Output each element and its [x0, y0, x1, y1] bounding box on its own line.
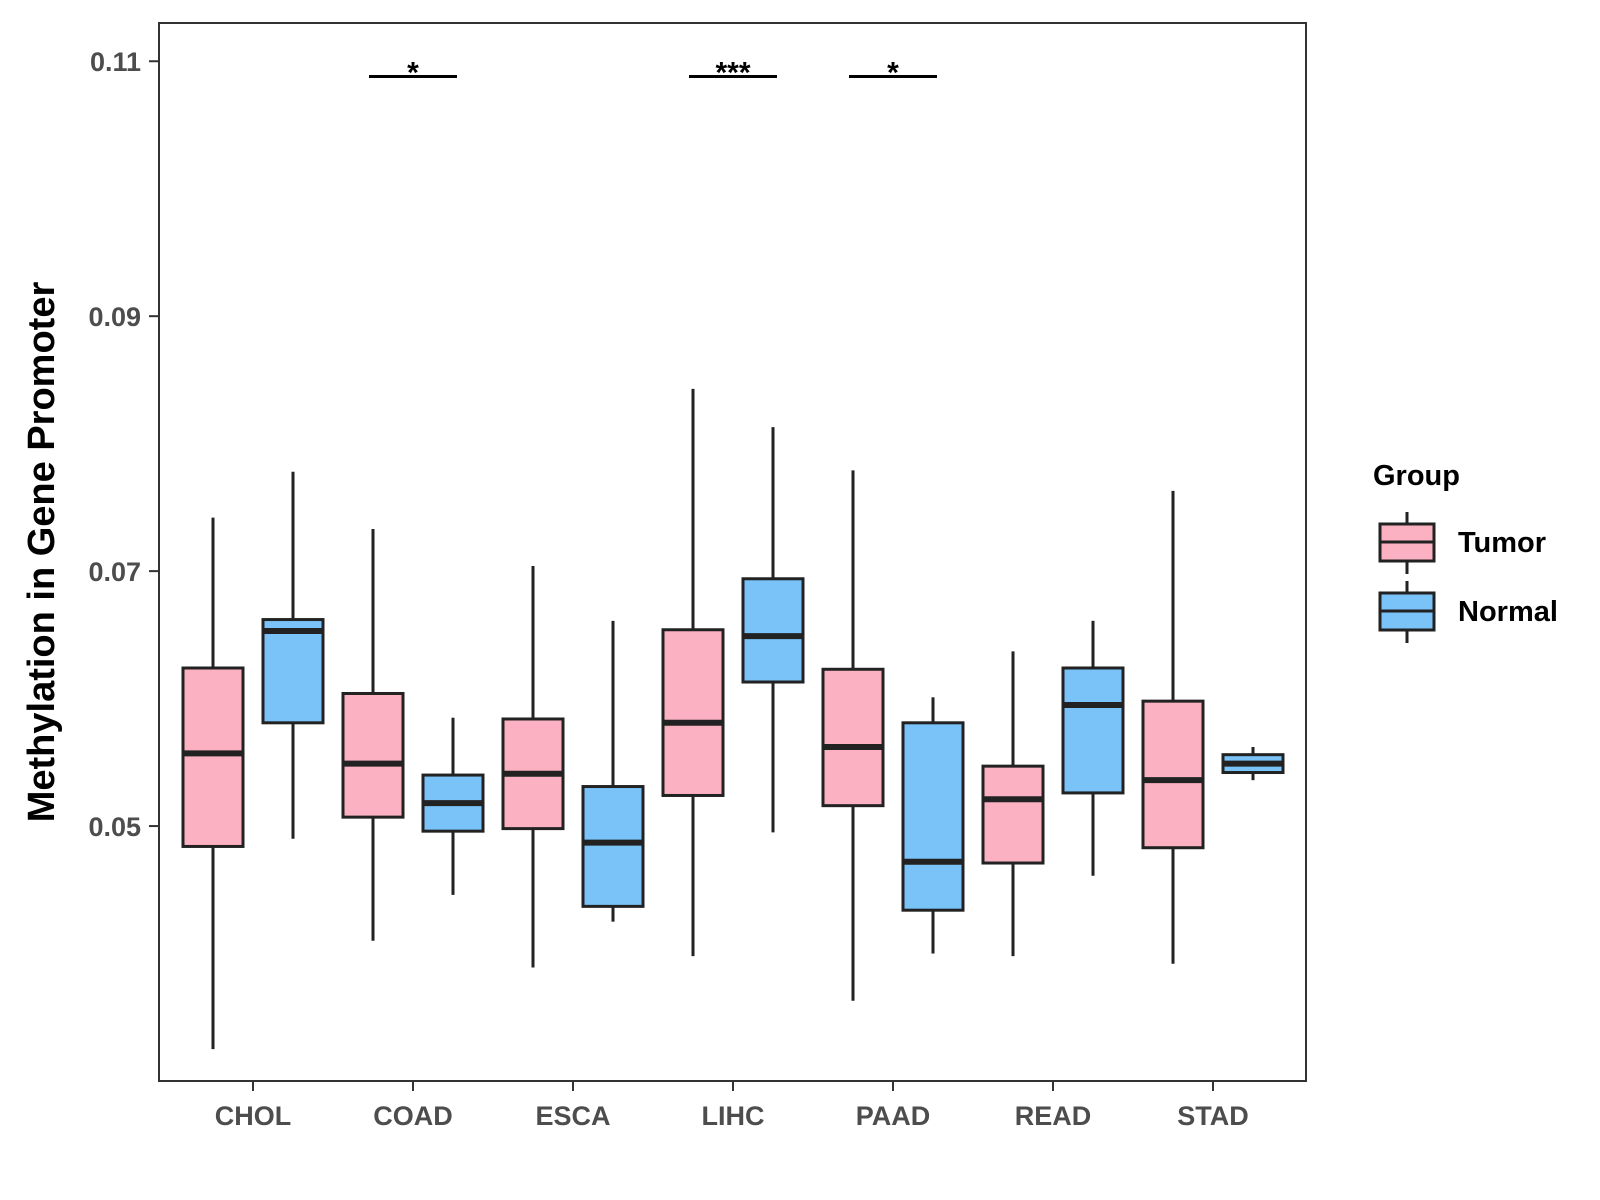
box-tumor-esca: [501, 566, 565, 968]
x-tick-label-chol: CHOL: [215, 1101, 292, 1131]
iqr-box: [661, 628, 725, 797]
significance-lihc: ***: [689, 57, 777, 90]
iqr-box: [1061, 666, 1125, 795]
y-axis-title: Methylation in Gene Promoter: [21, 282, 63, 823]
iqr-box: [821, 667, 885, 808]
legend-label-tumor: Tumor: [1458, 527, 1546, 559]
x-tick-label-read: READ: [1015, 1101, 1092, 1131]
box-tumor-chol: [181, 517, 245, 1050]
y-tick-label: 0.07: [88, 557, 141, 587]
box-normal-paad: [901, 697, 965, 954]
box-normal-esca: [581, 620, 645, 922]
legend-title: Group: [1373, 460, 1460, 492]
box-tumor-paad: [821, 470, 885, 1001]
significance-paad: *: [849, 57, 937, 90]
y-axis: 0.05 0.07 0.09 0.11: [88, 47, 159, 842]
significance-annotations: * *** *: [369, 57, 937, 90]
iqr-box: [261, 618, 325, 725]
significance-label: *: [407, 57, 419, 90]
boxes-layer: [181, 388, 1285, 1050]
legend-label-normal: Normal: [1458, 596, 1558, 628]
box-tumor-read: [981, 651, 1045, 957]
plot-panel: [158, 22, 1307, 1082]
box-tumor-lihc: [661, 388, 725, 957]
iqr-box: [341, 691, 405, 819]
x-axis: CHOL COAD ESCA LIHC PAAD READ STAD: [215, 1081, 1249, 1131]
y-tick-label: 0.09: [88, 302, 141, 332]
iqr-box: [981, 764, 1045, 865]
box-normal-coad: [421, 717, 485, 895]
legend-item-normal: Normal: [1378, 581, 1558, 643]
significance-coad: *: [369, 57, 457, 90]
box-tumor-stad: [1141, 490, 1205, 964]
iqr-box: [581, 785, 645, 908]
x-tick-label-coad: COAD: [373, 1101, 453, 1131]
y-tick-label: 0.05: [88, 812, 141, 842]
box-normal-lihc: [741, 427, 805, 833]
x-tick-label-stad: STAD: [1177, 1101, 1249, 1131]
x-tick-label-lihc: LIHC: [702, 1101, 765, 1131]
x-tick-label-paad: PAAD: [856, 1101, 931, 1131]
iqr-box: [901, 721, 965, 912]
significance-label: ***: [715, 57, 750, 90]
legend: Group Tumor Normal: [1373, 460, 1558, 643]
iqr-box: [1141, 699, 1205, 850]
box-normal-stad: [1221, 747, 1285, 781]
box-normal-read: [1061, 620, 1125, 876]
legend-item-tumor: Tumor: [1378, 512, 1546, 574]
box-tumor-coad: [341, 529, 405, 941]
significance-label: *: [887, 57, 899, 90]
iqr-box: [181, 666, 245, 848]
box-normal-chol: [261, 471, 325, 839]
iqr-box: [741, 577, 805, 684]
x-tick-label-esca: ESCA: [535, 1101, 610, 1131]
y-tick-label: 0.11: [90, 47, 141, 77]
